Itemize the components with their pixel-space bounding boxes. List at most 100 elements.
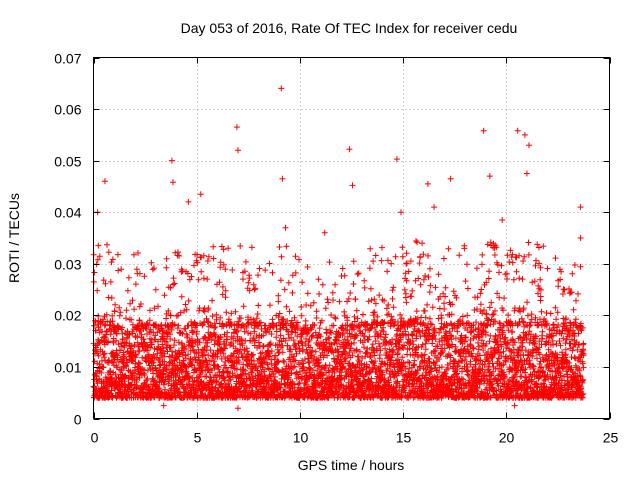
data-point xyxy=(100,364,107,371)
data-point xyxy=(151,305,158,312)
data-point xyxy=(229,353,236,360)
data-point xyxy=(240,361,247,368)
data-point xyxy=(282,337,289,344)
data-point xyxy=(118,381,125,388)
data-point xyxy=(100,351,107,358)
data-point xyxy=(161,358,168,365)
data-point xyxy=(183,306,190,313)
data-point xyxy=(304,290,311,297)
data-point xyxy=(292,370,299,377)
data-point xyxy=(135,250,141,256)
data-point xyxy=(239,342,246,349)
data-point xyxy=(177,309,184,316)
data-point xyxy=(488,299,495,306)
data-point xyxy=(519,318,526,325)
data-point xyxy=(204,318,211,325)
data-point xyxy=(129,297,136,304)
data-point xyxy=(540,243,547,250)
data-point xyxy=(381,297,388,304)
data-point xyxy=(131,306,138,313)
data-point xyxy=(436,329,443,336)
data-point xyxy=(367,245,374,252)
data-point xyxy=(353,332,360,339)
data-point xyxy=(411,357,418,364)
data-point xyxy=(170,281,177,288)
data-point xyxy=(102,334,109,341)
data-point xyxy=(234,327,241,334)
data-point xyxy=(447,354,454,361)
data-point xyxy=(434,343,441,350)
data-point xyxy=(280,316,287,323)
data-point xyxy=(372,252,379,259)
data-point xyxy=(331,369,338,376)
data-point xyxy=(326,362,333,369)
data-point xyxy=(477,290,484,297)
data-point xyxy=(240,276,246,283)
data-point xyxy=(258,354,265,361)
data-point xyxy=(281,359,288,365)
data-point xyxy=(277,384,284,391)
data-point xyxy=(194,322,200,329)
data-point xyxy=(196,339,203,346)
data-point xyxy=(135,359,142,366)
data-point xyxy=(289,385,296,392)
data-point xyxy=(368,375,375,382)
data-point xyxy=(401,385,408,392)
data-point xyxy=(167,336,174,342)
data-point xyxy=(469,344,476,351)
data-point xyxy=(118,266,125,273)
data-point xyxy=(183,346,189,352)
data-point xyxy=(371,309,378,316)
data-point xyxy=(285,374,292,381)
data-point xyxy=(537,293,544,300)
data-point xyxy=(275,350,282,356)
data-point xyxy=(267,340,274,347)
data-point xyxy=(479,261,485,268)
data-point xyxy=(409,287,416,294)
data-point xyxy=(444,322,451,329)
data-point xyxy=(98,369,105,376)
data-point xyxy=(246,375,253,382)
data-point xyxy=(216,341,223,348)
data-point xyxy=(438,315,445,321)
data-point xyxy=(381,375,388,382)
data-point xyxy=(535,290,541,297)
data-point xyxy=(464,319,471,326)
data-point xyxy=(191,262,197,269)
data-point xyxy=(311,322,318,328)
data-point xyxy=(222,294,229,301)
data-point xyxy=(312,348,319,355)
data-point xyxy=(368,297,375,304)
data-point xyxy=(193,328,200,335)
data-point xyxy=(112,371,119,378)
data-point xyxy=(179,367,186,374)
data-point xyxy=(215,364,222,371)
data-point xyxy=(245,351,252,357)
data-point xyxy=(355,270,362,277)
data-point xyxy=(407,258,414,265)
data-point xyxy=(400,345,407,352)
data-point xyxy=(277,325,284,332)
data-point xyxy=(131,370,138,377)
data-point xyxy=(214,353,221,360)
data-point xyxy=(123,307,130,314)
data-point xyxy=(385,311,392,317)
data-point xyxy=(377,347,384,354)
data-point xyxy=(203,315,210,322)
data-point xyxy=(275,358,282,365)
data-point xyxy=(324,296,331,303)
data-point xyxy=(246,287,253,294)
data-point xyxy=(298,339,305,346)
data-point xyxy=(255,322,262,329)
data-point xyxy=(370,365,377,372)
data-point xyxy=(200,275,207,282)
data-point xyxy=(510,276,517,283)
data-point xyxy=(227,342,234,349)
data-point xyxy=(292,357,299,364)
data-point xyxy=(319,281,326,288)
data-point xyxy=(306,337,313,344)
data-point xyxy=(333,388,340,395)
data-point xyxy=(205,253,212,260)
data-point xyxy=(350,385,357,391)
data-point xyxy=(147,307,153,314)
